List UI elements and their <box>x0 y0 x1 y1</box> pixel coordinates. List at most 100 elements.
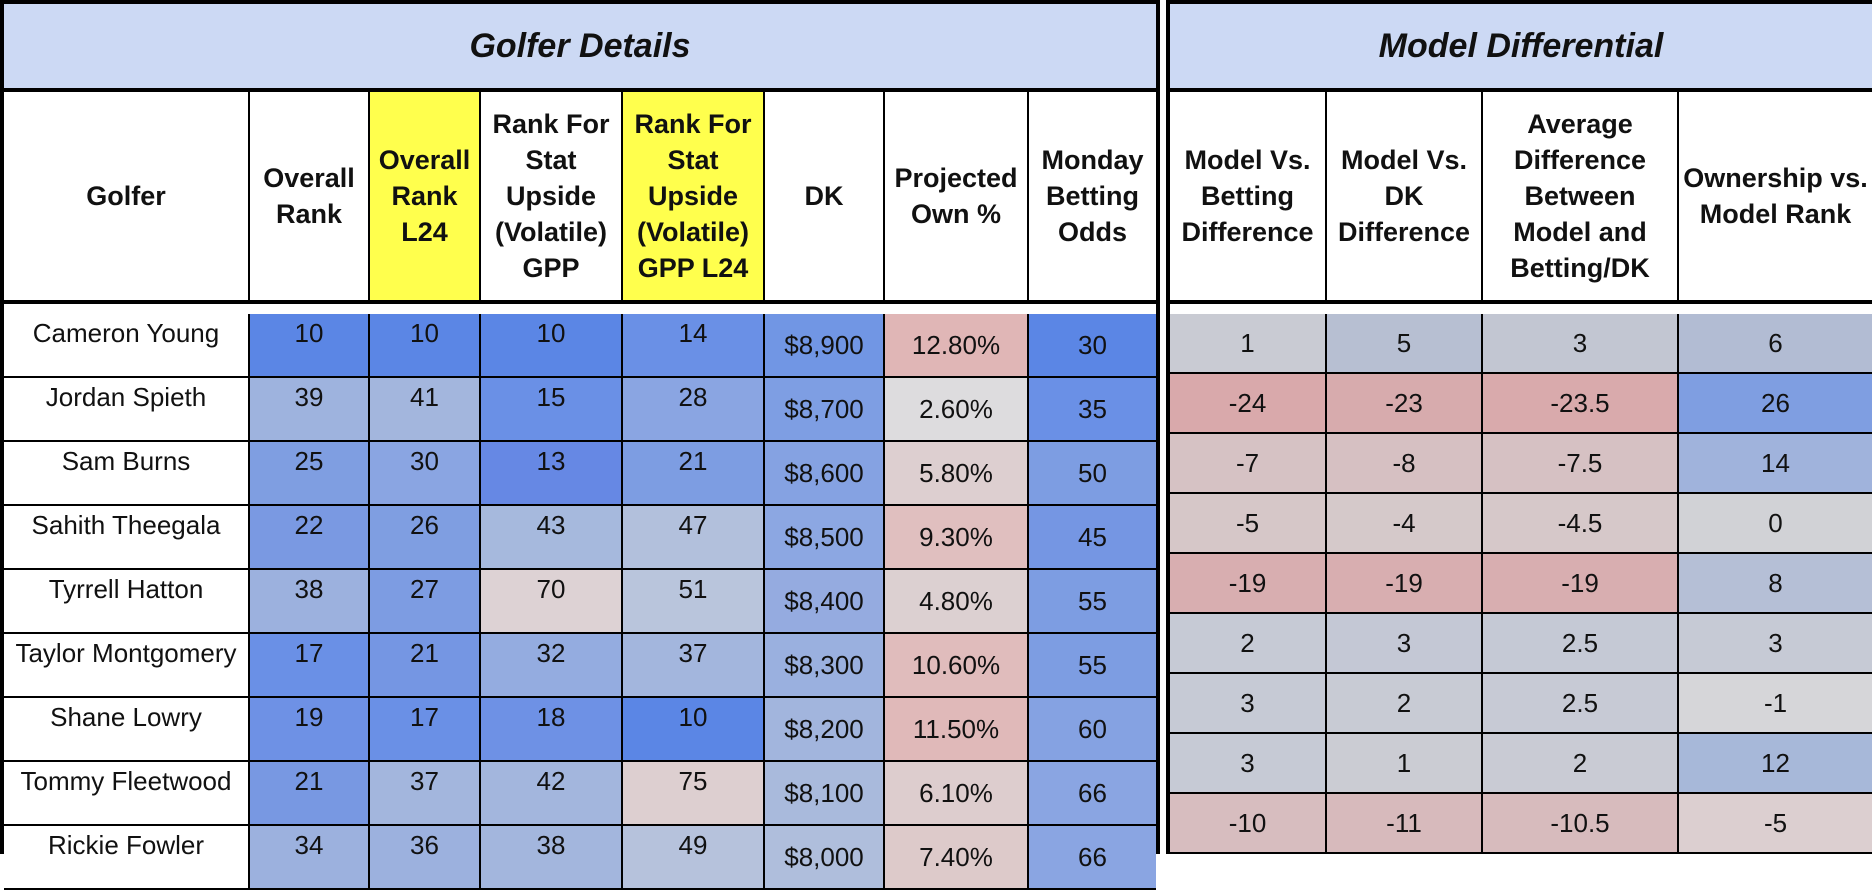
table-row: Rickie Fowler 34 36 38 49 $8,000 7.40% 66 <box>4 825 1156 890</box>
overall-rank-l24-cell: 37 <box>369 761 481 826</box>
overall-rank-l24-cell: 10 <box>369 314 481 378</box>
col-header-model-vs-dk: Model Vs. DK Difference <box>1326 92 1483 302</box>
model-vs-betting-cell: 1 <box>1170 314 1327 374</box>
overall-rank-cell: 21 <box>249 761 370 826</box>
header-spacer <box>4 302 1156 314</box>
golfer-details-body: Cameron Young 10 10 10 14 $8,900 12.80% 30 Jorda… <box>4 302 1156 890</box>
model-vs-dk-cell: 5 <box>1326 314 1483 374</box>
monday-odds-cell: 50 <box>1028 441 1156 506</box>
table-row: -24 -23 -23.5 26 <box>1170 373 1872 434</box>
model-vs-dk-cell: -8 <box>1326 433 1483 494</box>
stat-upside-gpp-cell: 38 <box>480 825 623 890</box>
projected-own-cell: 7.40% <box>884 825 1029 890</box>
monday-odds-cell: 35 <box>1028 377 1156 442</box>
overall-rank-cell: 38 <box>249 569 370 634</box>
overall-rank-l24-cell: 26 <box>369 505 481 570</box>
average-difference-cell: 2.5 <box>1482 613 1679 674</box>
overall-rank-cell: 10 <box>249 314 370 378</box>
model-vs-betting-cell: 3 <box>1170 673 1327 734</box>
model-vs-dk-cell: 2 <box>1326 673 1483 734</box>
table-row: Jordan Spieth 39 41 15 28 $8,700 2.60% 35 <box>4 377 1156 442</box>
overall-rank-l24-cell: 36 <box>369 825 481 890</box>
model-vs-betting-cell: 2 <box>1170 613 1327 674</box>
average-difference-cell: -10.5 <box>1482 793 1679 854</box>
projected-own-cell: 4.80% <box>884 569 1029 634</box>
table-row: Cameron Young 10 10 10 14 $8,900 12.80% 30 <box>4 314 1156 378</box>
model-vs-betting-cell: -5 <box>1170 493 1327 554</box>
spacer-cell <box>4 302 249 314</box>
golfer-name-cell: Cameron Young <box>4 314 250 378</box>
col-header-overall-rank-l24: Overall Rank L24 <box>369 92 481 302</box>
col-header-overall-rank: Overall Rank <box>249 92 370 302</box>
golfer-name-cell: Rickie Fowler <box>4 825 250 890</box>
stat-upside-gpp-l24-cell: 28 <box>622 377 765 442</box>
spacer-cell <box>1170 302 1326 314</box>
ownership-vs-model-cell: 12 <box>1678 733 1872 794</box>
table-row: 2 3 2.5 3 <box>1170 613 1872 674</box>
model-vs-dk-cell: -11 <box>1326 793 1483 854</box>
monday-odds-cell: 55 <box>1028 569 1156 634</box>
ownership-vs-model-cell: 8 <box>1678 553 1872 614</box>
overall-rank-cell: 19 <box>249 697 370 762</box>
average-difference-cell: 2.5 <box>1482 673 1679 734</box>
ownership-vs-model-cell: 6 <box>1678 314 1872 374</box>
monday-odds-cell: 60 <box>1028 697 1156 762</box>
col-header-ownership-vs-model: Ownership vs. Model Rank <box>1683 163 1868 229</box>
overall-rank-cell: 25 <box>249 441 370 506</box>
model-vs-betting-cell: -24 <box>1170 373 1327 434</box>
spacer-cell <box>1482 302 1678 314</box>
stat-upside-gpp-cell: 13 <box>480 441 623 506</box>
ownership-vs-model-cell: 3 <box>1678 613 1872 674</box>
stat-upside-gpp-cell: 42 <box>480 761 623 826</box>
monday-odds-cell: 45 <box>1028 505 1156 570</box>
col-header-dk: DK <box>764 92 885 302</box>
model-vs-betting-cell: -19 <box>1170 553 1327 614</box>
average-difference-cell: -19 <box>1482 553 1679 614</box>
golfer-details-panel: Golfer Details Golfer Overall Rank Overa… <box>0 0 1160 890</box>
monday-odds-cell: 66 <box>1028 761 1156 826</box>
dk-salary-cell: $8,500 <box>764 505 885 570</box>
col-header-stat-upside-gpp-l24: Rank For Stat Upside (Volatile) GPP L24 <box>622 92 765 302</box>
table-row: 3 1 2 12 <box>1170 733 1872 794</box>
average-difference-cell: -7.5 <box>1482 433 1679 494</box>
table-row: -10 -11 -10.5 -5 <box>1170 793 1872 854</box>
average-difference-cell: 2 <box>1482 733 1679 794</box>
dk-salary-cell: $8,600 <box>764 441 885 506</box>
header-spacer <box>1170 302 1872 314</box>
spacer-cell <box>369 302 480 314</box>
stat-upside-gpp-cell: 10 <box>480 314 623 378</box>
stat-upside-gpp-l24-cell: 75 <box>622 761 765 826</box>
golfer-name-cell: Taylor Montgomery <box>4 633 250 698</box>
model-vs-dk-cell: 1 <box>1326 733 1483 794</box>
table-row: Sahith Theegala 22 26 43 47 $8,500 9.30% 45 <box>4 505 1156 570</box>
golfer-details-title: Golfer Details <box>4 4 1156 92</box>
spacer-cell <box>1678 302 1872 314</box>
overall-rank-l24-cell: 17 <box>369 697 481 762</box>
projected-own-cell: 6.10% <box>884 761 1029 826</box>
stat-upside-gpp-l24-cell: 10 <box>622 697 765 762</box>
model-vs-dk-cell: -19 <box>1326 553 1483 614</box>
ownership-vs-model-cell: -1 <box>1678 673 1872 734</box>
model-differential-panel: Model Differential Model Vs. Betting Dif… <box>1166 0 1872 854</box>
model-differential-title: Model Differential <box>1170 4 1872 92</box>
projected-own-cell: 9.30% <box>884 505 1029 570</box>
overall-rank-cell: 17 <box>249 633 370 698</box>
overall-rank-l24-cell: 30 <box>369 441 481 506</box>
golfer-name-cell: Tommy Fleetwood <box>4 761 250 826</box>
golfer-name-cell: Shane Lowry <box>4 697 250 762</box>
model-vs-betting-cell: -10 <box>1170 793 1327 854</box>
overall-rank-l24-cell: 41 <box>369 377 481 442</box>
stat-upside-gpp-cell: 70 <box>480 569 623 634</box>
stat-upside-gpp-cell: 18 <box>480 697 623 762</box>
projected-own-cell: 12.80% <box>884 314 1029 378</box>
stat-upside-gpp-cell: 15 <box>480 377 623 442</box>
model-vs-dk-cell: -4 <box>1326 493 1483 554</box>
average-difference-cell: 3 <box>1482 314 1679 374</box>
average-difference-cell: -4.5 <box>1482 493 1679 554</box>
golfer-name-cell: Sahith Theegala <box>4 505 250 570</box>
projected-own-cell: 10.60% <box>884 633 1029 698</box>
monday-odds-cell: 66 <box>1028 825 1156 890</box>
col-header-monday-odds: Monday Betting Odds <box>1041 145 1144 247</box>
projected-own-cell: 11.50% <box>884 697 1029 762</box>
